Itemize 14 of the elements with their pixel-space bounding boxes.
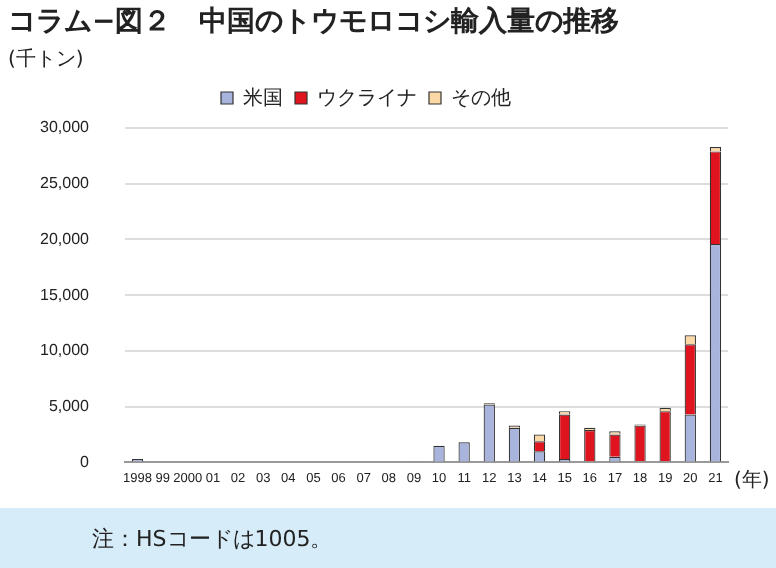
y-tick-label: 5,000	[48, 397, 91, 416]
y-tick-label: 10,000	[40, 341, 91, 360]
y-tick-label: 25,000	[40, 174, 91, 193]
text: 注：HSコードは1005。	[90, 524, 335, 554]
legend-label: その他	[451, 85, 511, 110]
chart-title: コラム−図２ 中国のトウモロコシ輸入量の推移	[6, 4, 622, 42]
y-axis-title: (千トン)	[8, 47, 84, 72]
legend-label: 米国	[243, 85, 283, 110]
y-tick-label: 15,000	[40, 285, 91, 304]
legend-label: ウクライナ	[317, 87, 417, 110]
y-tick-label: 20,000	[40, 229, 91, 248]
x-axis-title: (年)	[734, 467, 770, 492]
y-tick-label: 30,000	[40, 118, 91, 137]
y-tick-label: 0	[80, 452, 91, 471]
